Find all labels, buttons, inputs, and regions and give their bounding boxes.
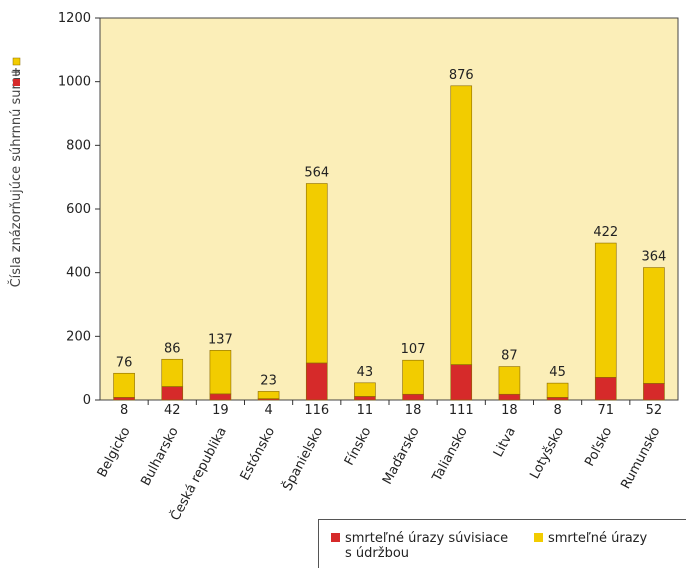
- y-tick-label: 800: [66, 138, 91, 153]
- x-category-label: Španielsko: [279, 424, 326, 493]
- bar-segment-fatal: [354, 382, 376, 397]
- bar-segment-fatal: [498, 366, 521, 395]
- bar-segment-maintenance: [594, 377, 617, 401]
- data-label-maintenance: 8: [553, 403, 561, 418]
- x-category-label: Rumunsko: [618, 425, 663, 492]
- legend-label-maintenance-line1: smrteľné úrazy súvisiace: [345, 531, 509, 546]
- bar-segment-maintenance: [113, 397, 135, 401]
- y-tick-label: 0: [83, 393, 91, 408]
- data-label-maintenance: 52: [646, 403, 663, 418]
- legend-swatch-maintenance: [331, 533, 340, 542]
- data-label-maintenance: 4: [264, 403, 272, 418]
- bar-segment-maintenance: [354, 396, 376, 401]
- stacked-bar-chart: 0 200 400 600 800 1000 1200 Čísla znázorňujúce …: [8, 11, 679, 520]
- data-label-maintenance: 111: [449, 403, 474, 418]
- bar-segment-fatal: [450, 85, 473, 365]
- data-label-fatal: 876: [449, 68, 474, 83]
- bar-segment-maintenance: [305, 362, 328, 401]
- bar-segment-fatal: [594, 242, 617, 378]
- bar-segment-fatal: [161, 358, 184, 387]
- data-label-maintenance: 18: [405, 403, 422, 418]
- data-label-fatal: 43: [357, 365, 374, 380]
- y-tick-label: 200: [66, 329, 91, 344]
- legend-swatch-fatal: [534, 533, 543, 542]
- bar-segment-fatal: [305, 183, 328, 364]
- chart-legend: smrteľné úrazy súvisiace s údržbou smrte…: [318, 519, 686, 568]
- ylabel-plus-sign: +: [9, 67, 24, 78]
- data-label-fatal: 364: [642, 250, 667, 265]
- bar-segment-fatal: [209, 350, 232, 395]
- data-label-maintenance: 18: [501, 403, 518, 418]
- data-label-fatal: 422: [593, 225, 618, 240]
- bar-segment-maintenance: [402, 393, 424, 401]
- data-label-maintenance: 8: [120, 403, 128, 418]
- y-axis-label: Čísla znázorňujúce súhrnnú sumu: [8, 69, 24, 288]
- y-tick-label: 1000: [58, 75, 91, 90]
- data-label-fatal: 107: [401, 342, 426, 357]
- x-category-label: Taliansko: [429, 425, 470, 485]
- data-label-fatal: 45: [549, 365, 566, 380]
- x-category-label: Poľsko: [582, 425, 615, 469]
- bar-segment-fatal: [546, 382, 569, 398]
- bar-segment-maintenance: [161, 386, 184, 401]
- data-label-maintenance: 42: [164, 403, 181, 418]
- ylabel-swatch-maintenance: [13, 79, 20, 86]
- data-label-maintenance: 19: [212, 403, 229, 418]
- x-category-label: Lotyšsko: [527, 425, 567, 482]
- bar-segment-maintenance: [498, 393, 521, 401]
- data-label-maintenance: 11: [357, 403, 374, 418]
- bar-segment-maintenance: [546, 397, 569, 401]
- x-category-label: Maďarsko: [380, 425, 423, 487]
- bar-segment-maintenance: [257, 398, 280, 401]
- bar-segment-fatal: [113, 372, 135, 398]
- bar-segment-maintenance: [643, 383, 665, 401]
- data-label-fatal: 86: [164, 341, 181, 356]
- bar-segment-fatal: [402, 359, 424, 395]
- data-label-fatal: 76: [116, 355, 133, 370]
- bar-segment-maintenance: [450, 364, 473, 401]
- legend-item-maintenance: smrteľné úrazy súvisiace s údržbou: [331, 531, 508, 561]
- bar-segment-fatal: [643, 267, 665, 384]
- plot-background: [99, 17, 679, 401]
- x-category-label: Fínsko: [342, 425, 375, 468]
- data-label-fatal: 23: [260, 373, 277, 388]
- x-category-label: Litva: [491, 425, 519, 460]
- data-label-fatal: 87: [501, 349, 518, 364]
- x-category-label: Estónsko: [238, 425, 279, 483]
- bar-segment-maintenance: [209, 393, 232, 401]
- legend-label-fatal: smrteľné úrazy: [548, 531, 648, 546]
- data-label-maintenance: 71: [597, 403, 614, 418]
- y-tick-label: 1200: [58, 11, 91, 26]
- data-label-maintenance: 116: [304, 403, 329, 418]
- ylabel-swatch-fatal: [12, 57, 21, 66]
- y-tick-label: 400: [66, 266, 91, 281]
- x-category-label: Belgicko: [95, 425, 134, 480]
- y-tick-label: 600: [66, 202, 91, 217]
- x-category-label: Bulharsko: [138, 425, 181, 489]
- bar-segment-fatal: [257, 391, 280, 400]
- legend-item-fatal: smrteľné úrazy: [534, 531, 647, 546]
- data-label-fatal: 564: [304, 166, 329, 181]
- legend-label-maintenance-line2: s údržbou: [345, 546, 410, 561]
- data-label-fatal: 137: [208, 332, 233, 347]
